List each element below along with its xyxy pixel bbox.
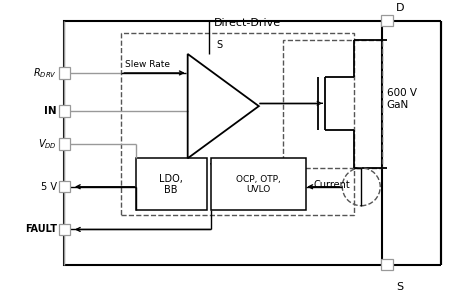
Text: D: D (396, 3, 405, 13)
Text: Current: Current (314, 180, 351, 190)
Bar (59, 105, 70, 117)
Text: Slew Rate: Slew Rate (125, 60, 170, 69)
Text: FAULT: FAULT (25, 224, 57, 234)
Bar (381, 259, 392, 270)
Bar (136, 158, 207, 210)
Text: S: S (217, 40, 223, 50)
Text: LDO,
BB: LDO, BB (159, 173, 183, 195)
Text: 600 V
GaN: 600 V GaN (387, 88, 417, 110)
Bar (64, 21, 382, 265)
Bar (211, 158, 306, 210)
Bar (283, 40, 382, 168)
Text: IN: IN (44, 106, 57, 116)
Text: $V_{DD}$: $V_{DD}$ (38, 137, 57, 151)
Text: VNEG: VNEG (210, 163, 237, 173)
Bar (121, 33, 354, 215)
Bar (59, 224, 70, 235)
Bar (59, 67, 70, 79)
Bar (381, 15, 392, 26)
Bar (59, 181, 70, 193)
Bar (59, 138, 70, 150)
Text: $R_{DRV}$: $R_{DRV}$ (33, 66, 57, 80)
Text: Direct-Drive: Direct-Drive (213, 18, 281, 28)
Text: OCP, OTP,
UVLO: OCP, OTP, UVLO (237, 175, 281, 194)
Text: 5 V: 5 V (41, 182, 57, 192)
Text: S: S (396, 282, 403, 292)
